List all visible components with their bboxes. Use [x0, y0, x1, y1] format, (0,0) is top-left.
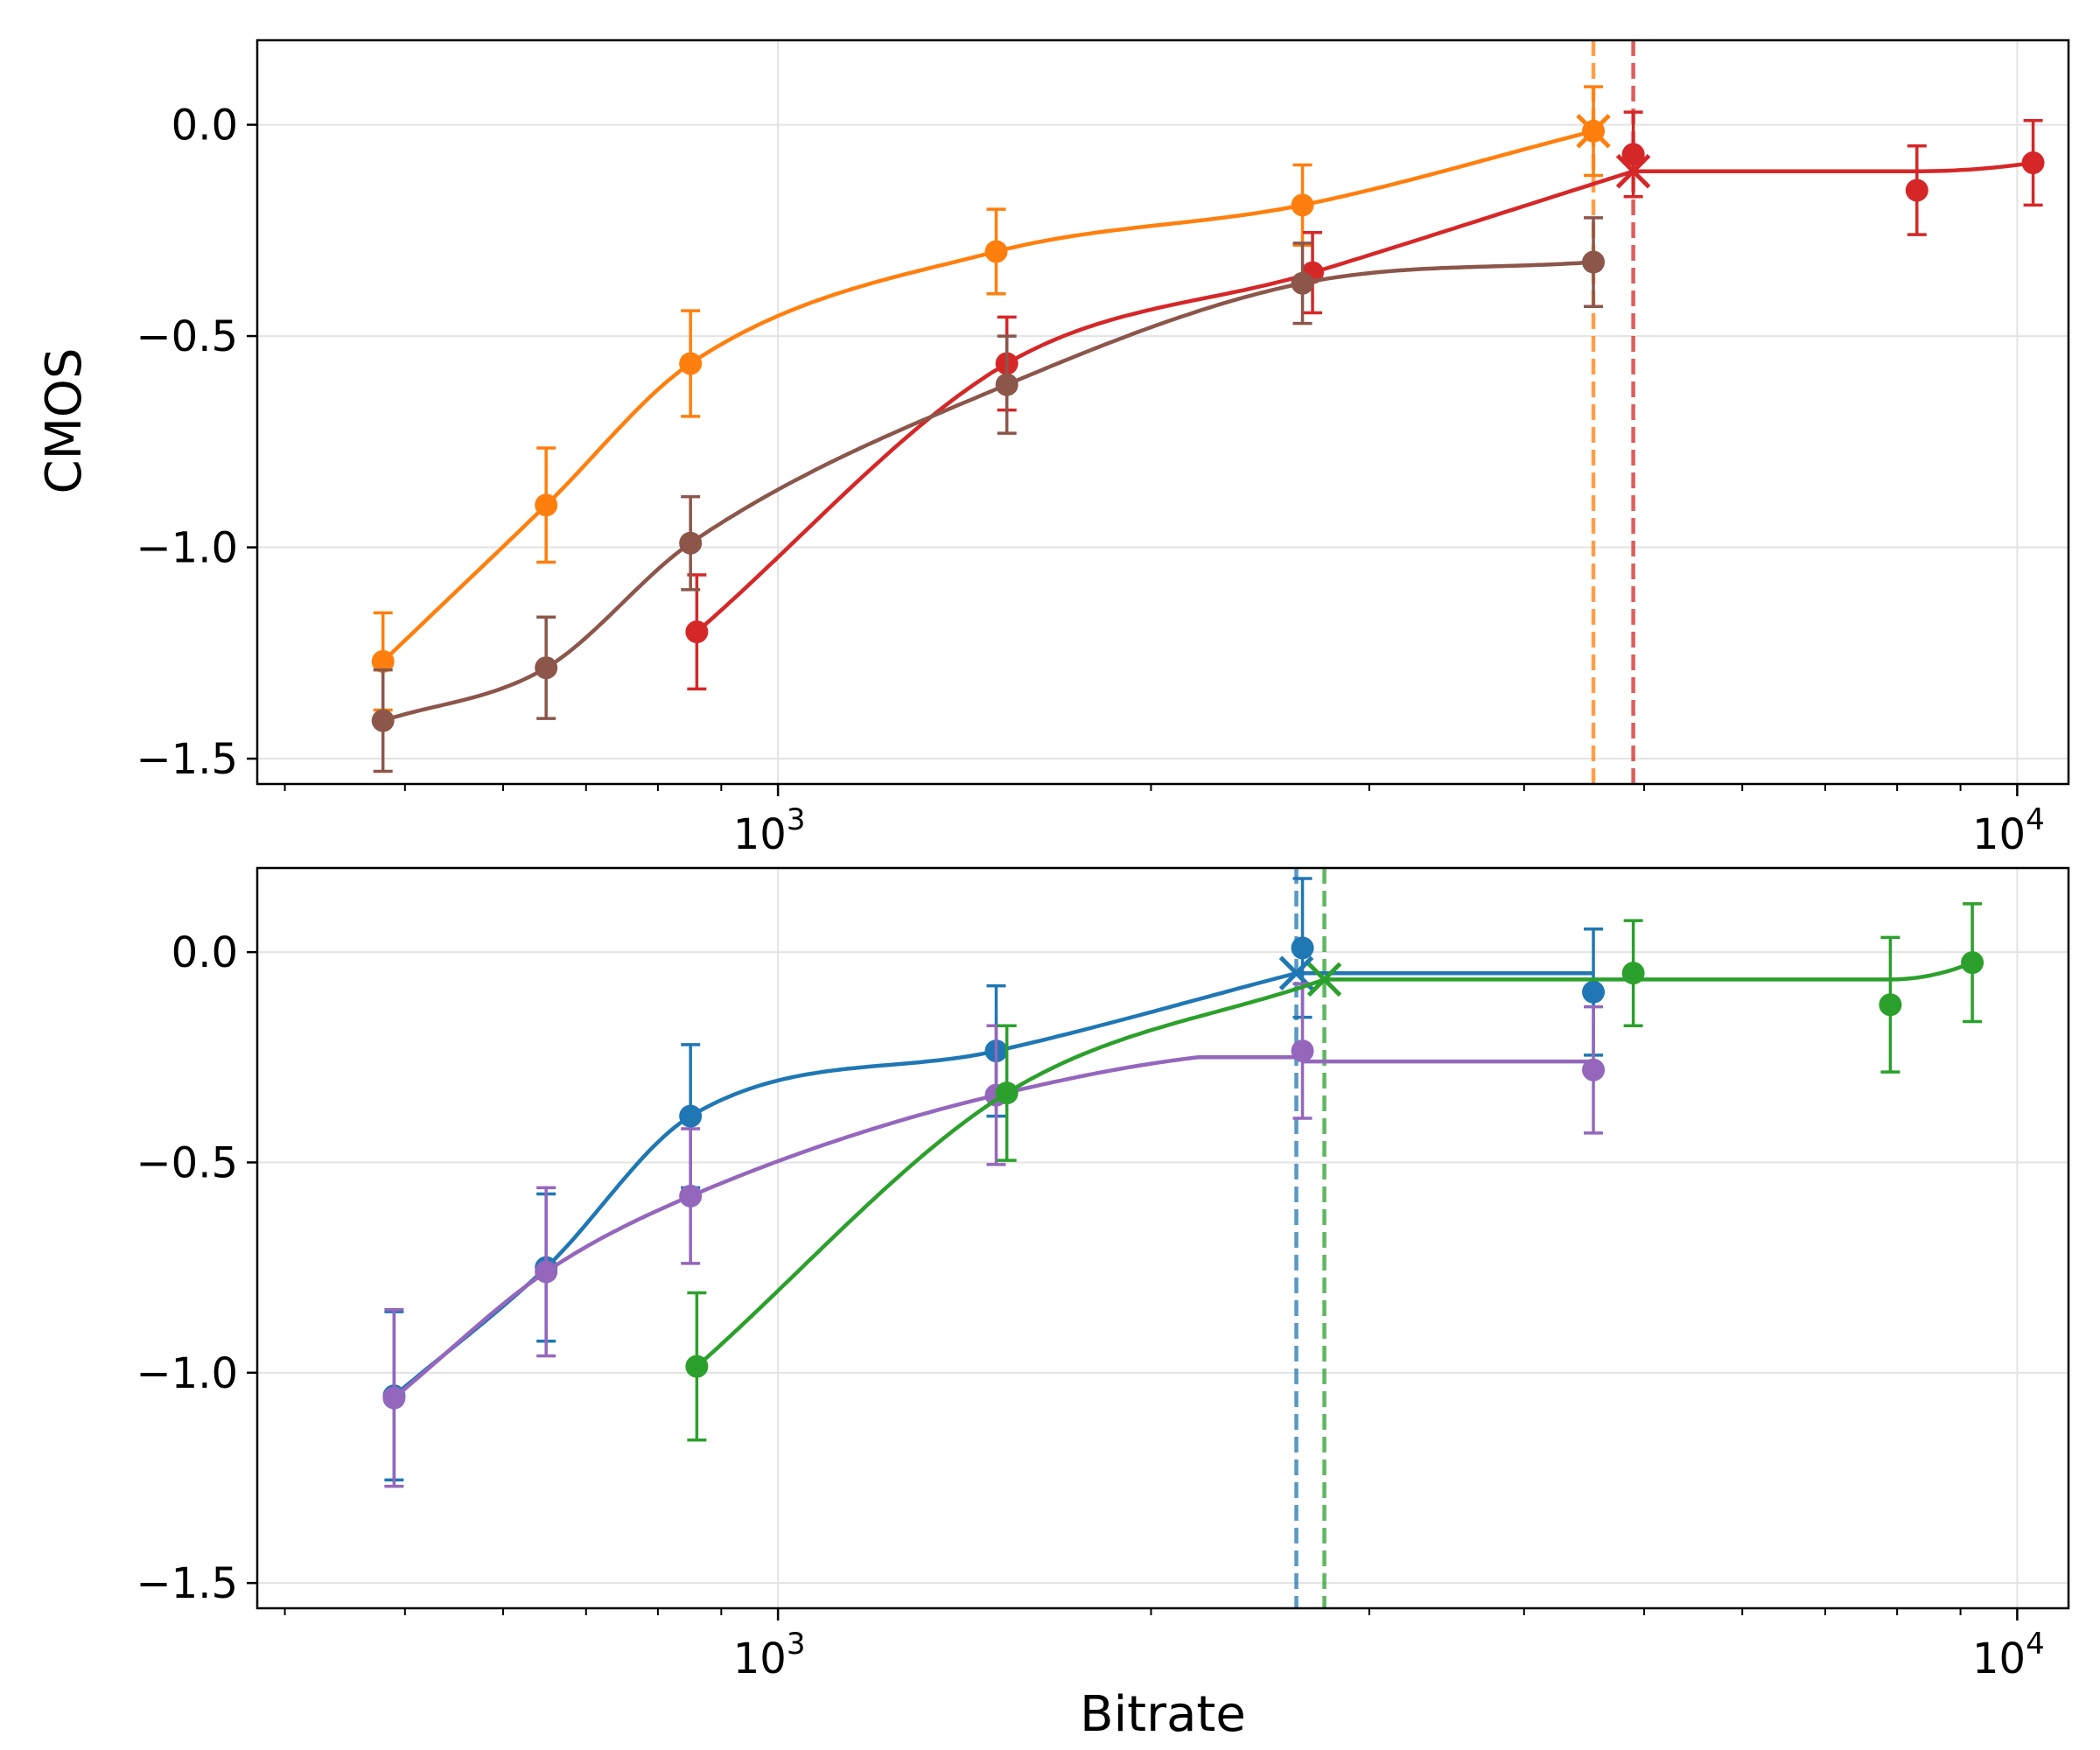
data-point-brown-3 [995, 373, 1018, 396]
data-point-orange-1 [535, 494, 558, 517]
data-point-purple-2 [679, 1184, 703, 1208]
y-axis-label: CMOS [36, 347, 93, 494]
y-tick-label-2: −1.0 [136, 1349, 238, 1398]
series-purple [382, 982, 1606, 1488]
series-line-purple [392, 1055, 1593, 1400]
y-tick-label-1: −0.5 [136, 312, 238, 361]
series-line-brown [382, 260, 1594, 723]
data-point-red-4 [1905, 178, 1928, 202]
series-green [685, 902, 1984, 1442]
series-brown [371, 216, 1606, 774]
data-point-purple-1 [535, 1260, 558, 1284]
data-point-brown-1 [535, 656, 558, 680]
data-point-green-3 [1879, 993, 1902, 1017]
data-point-green-2 [1621, 962, 1645, 985]
y-tick-label-1: −0.5 [136, 1138, 238, 1187]
axes-frame [256, 38, 2070, 786]
bottom-panel: 0.0 −0.5 −1.0 −1.5 103 104 Bitrate [136, 866, 2070, 1743]
series-red [685, 110, 2045, 691]
data-point-orange-0 [371, 649, 395, 673]
x-axis-label: Bitrate [1080, 1686, 1246, 1743]
knee-stroke-b-blue [1278, 956, 1314, 990]
data-point-blue-4 [1291, 936, 1314, 960]
knee-marker-orange [1576, 114, 1611, 149]
data-point-brown-0 [371, 709, 395, 732]
data-point-red-0 [685, 620, 709, 644]
y-tick-label-3: −1.5 [136, 1559, 238, 1608]
y-tick-label-2: −1.0 [136, 524, 238, 573]
x-tick-label-0: 103 [733, 802, 806, 859]
data-point-purple-5 [1582, 1058, 1606, 1082]
data-point-orange-2 [679, 352, 703, 375]
data-point-green-4 [1961, 951, 1984, 975]
knee-marker-green [1306, 962, 1342, 998]
series-line-blue [392, 970, 1593, 1398]
knee-stroke-b-green [1306, 962, 1342, 998]
data-point-brown-5 [1582, 250, 1606, 274]
data-point-blue-5 [1582, 980, 1606, 1004]
knee-stroke-b-orange [1576, 114, 1611, 149]
data-point-blue-2 [679, 1104, 703, 1128]
top-panel: 0.0 −0.5 −1.0 −1.5 103 104 CMOS [36, 38, 2070, 859]
y-tick-label-0: 0.0 [172, 928, 238, 977]
data-point-red-3 [1621, 143, 1645, 166]
series-blue [382, 877, 1606, 1482]
x-tick-label-1: 104 [1972, 802, 2045, 859]
y-tick-label-3: −1.5 [136, 735, 238, 784]
x-tick-label-1: 104 [1972, 1627, 2045, 1684]
data-point-red-5 [2021, 151, 2045, 175]
x-tick-label-0: 103 [733, 1627, 806, 1684]
y-tick-label-0: 0.0 [172, 102, 238, 150]
knee-stroke-b-red [1615, 153, 1651, 189]
knee-marker-red [1615, 153, 1651, 189]
series-line-green [695, 961, 1973, 1368]
data-point-purple-0 [382, 1386, 406, 1410]
data-point-brown-2 [679, 531, 703, 555]
series-line-red [695, 160, 2034, 634]
data-point-orange-3 [984, 240, 1008, 263]
data-point-green-1 [995, 1082, 1018, 1105]
series-orange [371, 85, 1611, 712]
data-point-purple-4 [1291, 1040, 1314, 1063]
data-point-brown-4 [1291, 271, 1314, 295]
axes-frame [256, 866, 2070, 1610]
data-point-orange-4 [1291, 193, 1314, 217]
data-point-green-0 [685, 1354, 709, 1378]
